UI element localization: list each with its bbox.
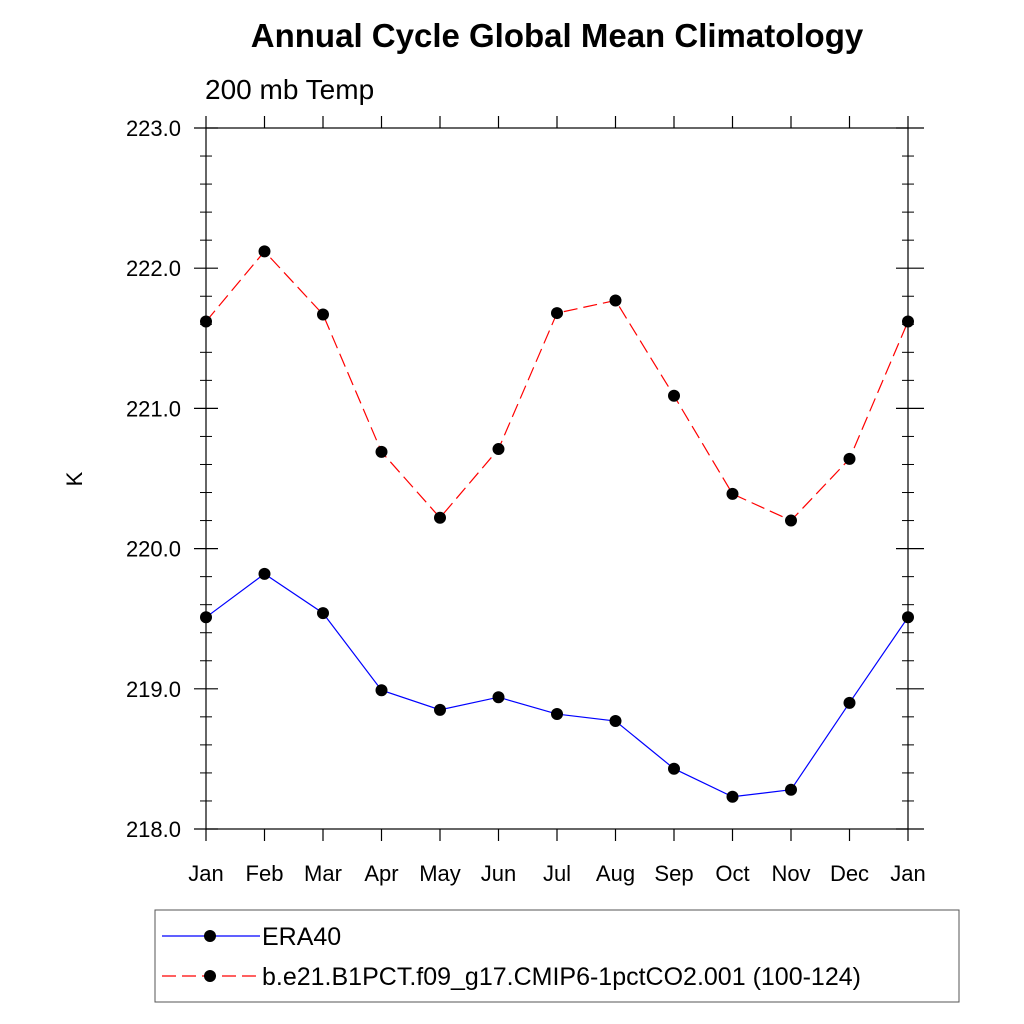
y-tick-label: 218.0 (126, 817, 181, 842)
x-tick-label: Sep (654, 861, 693, 886)
y-axis-label: K (62, 471, 87, 486)
series-2 (200, 245, 914, 527)
data-point (668, 389, 680, 402)
data-point (609, 294, 622, 307)
x-tick-label: Apr (364, 861, 398, 886)
x-tick-label: Jan (890, 861, 925, 886)
data-point (551, 708, 563, 721)
data-point (843, 452, 856, 465)
chart-title: Annual Cycle Global Mean Climatology (251, 17, 864, 54)
series-1 (200, 567, 914, 803)
y-tick-label: 219.0 (126, 677, 181, 702)
data-point (258, 567, 271, 580)
x-tick-label: Nov (771, 861, 810, 886)
legend-label: b.e21.B1PCT.f09_g17.CMIP6-1pctCO2.001 (1… (262, 963, 861, 991)
legend-label: ERA40 (262, 923, 341, 951)
chart-subtitle: 200 mb Temp (205, 74, 374, 105)
x-tick-label: Mar (304, 861, 342, 886)
legend-entries: ERA40 b.e21.B1PCT.f09_g17.CMIP6-1pctCO2.0… (162, 923, 861, 991)
data-point (200, 315, 212, 328)
y-tick-label: 222.0 (126, 256, 181, 281)
data-point (434, 703, 446, 716)
data-point (902, 315, 914, 328)
legend: ERA40 b.e21.B1PCT.f09_g17.CMIP6-1pctCO2.0… (154, 909, 960, 1003)
data-point (375, 684, 388, 697)
x-tick-label: Jan (188, 861, 223, 886)
data-point (258, 245, 271, 258)
legend-item: b.e21.B1PCT.f09_g17.CMIP6-1pctCO2.001 (1… (162, 963, 861, 991)
data-point (785, 783, 797, 796)
data-point (375, 445, 388, 458)
data-point (492, 443, 505, 456)
data-point (785, 514, 797, 527)
tick-labels: Jan Feb Mar Apr May Jun Jul Aug Sep Oct Nov Dec Jan 2… (126, 116, 926, 886)
legend-item: ERA40 (162, 923, 341, 951)
data-point (492, 691, 505, 704)
data-point (317, 607, 329, 620)
data-point (551, 307, 563, 320)
legend-box (154, 909, 960, 1003)
legend-marker (204, 930, 216, 942)
x-tick-label: Aug (596, 861, 635, 886)
data-point (726, 487, 739, 500)
data-point (609, 715, 622, 728)
x-tick-label: Dec (830, 861, 869, 886)
y-tick-label: 220.0 (126, 537, 181, 562)
series-line (205, 250, 909, 522)
series-line (205, 573, 909, 798)
data-point (668, 762, 680, 775)
legend-marker (204, 970, 216, 982)
data-point (317, 308, 329, 321)
data-point (843, 696, 856, 709)
y-tick-label: 221.0 (126, 396, 181, 421)
series-layer (200, 245, 914, 803)
axis-ticks (194, 116, 924, 841)
x-tick-label: Jun (481, 861, 516, 886)
data-point (200, 611, 212, 624)
data-point (726, 790, 739, 803)
x-tick-label: Oct (715, 861, 749, 886)
x-tick-label: May (419, 861, 461, 886)
y-tick-label: 223.0 (126, 116, 181, 141)
x-tick-label: Jul (543, 861, 571, 886)
plot-frame (205, 127, 909, 830)
x-tick-label: Feb (246, 861, 284, 886)
data-point (902, 611, 914, 624)
data-point (434, 511, 446, 524)
